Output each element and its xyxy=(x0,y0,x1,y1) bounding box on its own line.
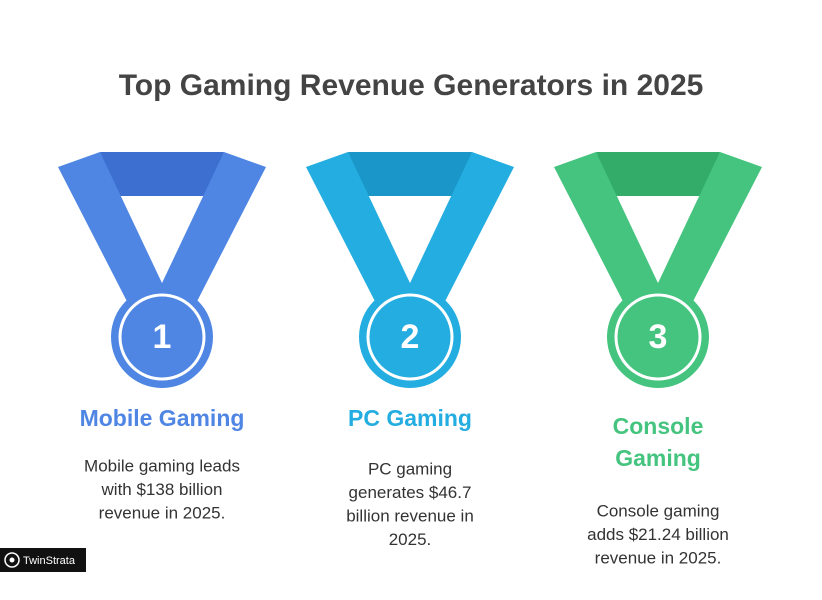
medal-description: revenue in 2025. xyxy=(99,503,226,522)
medal-description: with $138 billion xyxy=(101,480,223,499)
ribbon-right xyxy=(650,152,762,315)
ribbon-right xyxy=(402,152,514,315)
medal-description: generates $46.7 xyxy=(349,483,472,502)
watermark: TwinStrata xyxy=(0,548,86,572)
medal-description: revenue in 2025. xyxy=(595,548,722,567)
medal-ring xyxy=(366,293,454,381)
medal xyxy=(359,286,461,388)
ribbon-left xyxy=(554,152,666,315)
watermark-icon xyxy=(4,552,20,568)
medal-ring xyxy=(118,293,206,381)
ribbon-left xyxy=(306,152,418,315)
title: Top Gaming Revenue Generators in 2025 xyxy=(119,69,704,102)
ribbon-center xyxy=(596,152,720,196)
medal-name: Console xyxy=(613,413,704,439)
ribbon-center xyxy=(100,152,224,196)
medal-description: 2025. xyxy=(389,530,432,549)
medal-description: Console gaming xyxy=(597,501,720,520)
medal-description: Mobile gaming leads xyxy=(84,456,240,475)
medal-description: billion revenue in xyxy=(346,506,474,525)
medal xyxy=(111,286,213,388)
medal xyxy=(607,286,709,388)
medal-rank: 1 xyxy=(153,318,172,356)
ribbon-left xyxy=(58,152,170,315)
medal-description: PC gaming xyxy=(368,459,452,478)
medal-name: Gaming xyxy=(615,445,701,471)
ribbon-center xyxy=(348,152,472,196)
medal-rank: 2 xyxy=(401,318,420,356)
watermark-text: TwinStrata xyxy=(23,555,76,567)
ribbon-right xyxy=(154,152,266,315)
medal-name: PC Gaming xyxy=(348,405,472,431)
medal-rank: 3 xyxy=(649,318,668,356)
medal-ring xyxy=(614,293,702,381)
medal-name: Mobile Gaming xyxy=(80,405,245,431)
medal-description: adds $21.24 billion xyxy=(587,525,729,544)
watermark-icon-dot xyxy=(9,557,15,563)
